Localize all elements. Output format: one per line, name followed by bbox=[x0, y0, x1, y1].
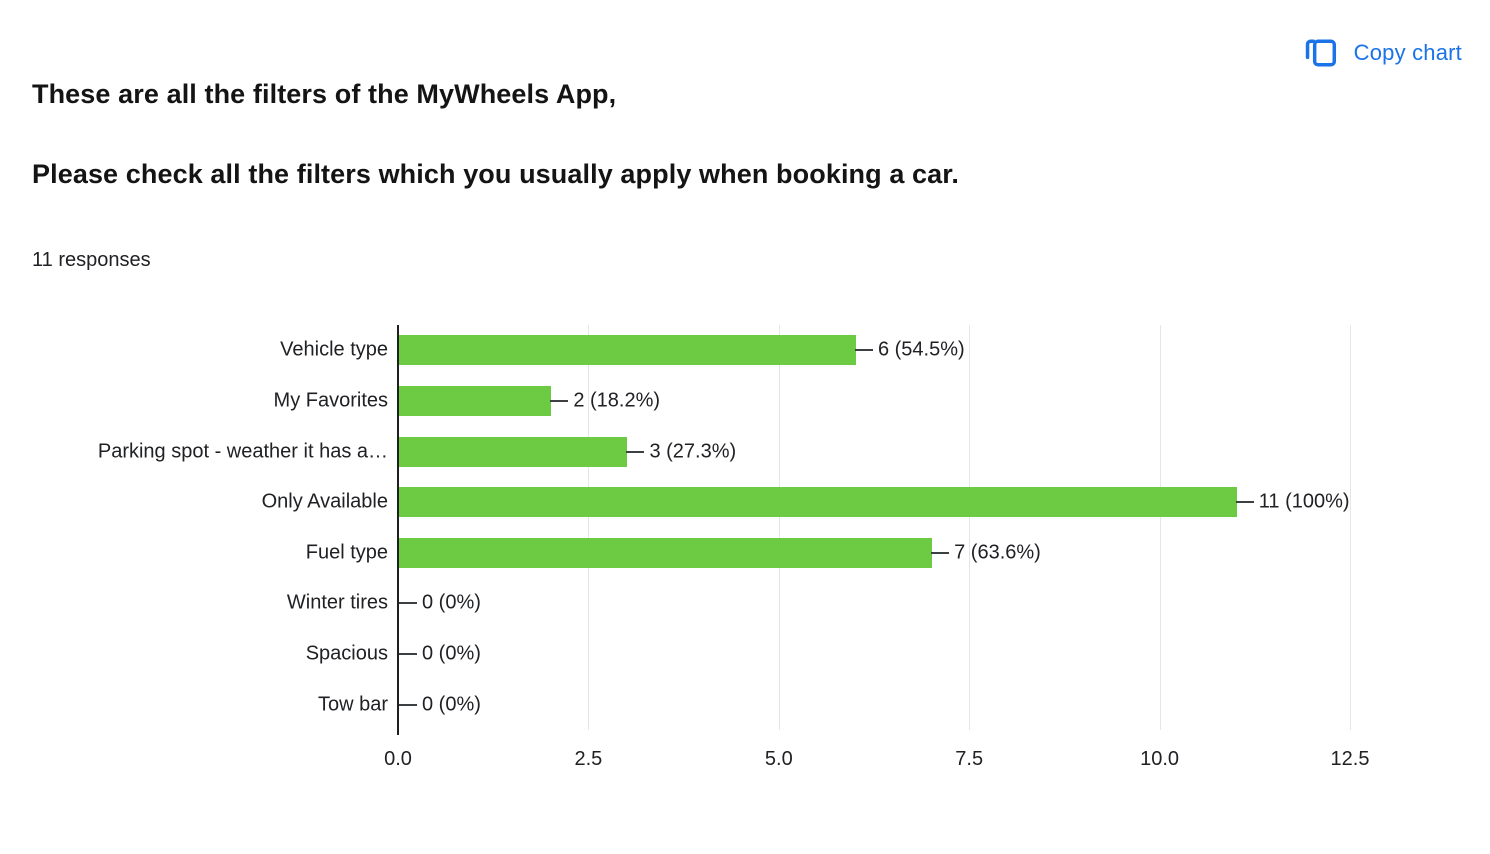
bar[interactable] bbox=[399, 335, 856, 366]
x-axis-tick-label: 10.0 bbox=[1140, 748, 1180, 770]
value-label: 7 (63.6%) bbox=[954, 541, 1041, 564]
y-axis-line bbox=[397, 325, 399, 735]
x-axis-tick-label: 12.5 bbox=[1330, 748, 1370, 770]
value-label: 0 (0%) bbox=[422, 693, 481, 716]
category-label: Tow bar bbox=[317, 693, 388, 716]
x-gridline bbox=[778, 325, 780, 730]
value-label: 2 (18.2%) bbox=[573, 389, 661, 412]
category-label: My Favorites bbox=[273, 389, 388, 412]
category-label: Only Available bbox=[261, 490, 388, 513]
x-gridline bbox=[588, 325, 590, 730]
x-gridline bbox=[1159, 325, 1161, 730]
x-axis: 0.0 2.5 5.0 7.5 10.0 12.5 bbox=[384, 748, 1369, 778]
value-leader-line bbox=[626, 450, 645, 453]
category-label: Winter tires bbox=[286, 591, 388, 614]
category-label: Fuel type bbox=[305, 541, 388, 564]
x-axis-tick-label: 2.5 bbox=[574, 748, 603, 770]
bar[interactable] bbox=[399, 436, 628, 467]
value-leader-line bbox=[399, 703, 417, 706]
value-label: 11 (100%) bbox=[1258, 490, 1350, 513]
value-label: 3 (27.3%) bbox=[649, 440, 737, 463]
value-leader-line bbox=[1235, 501, 1254, 504]
value-leader-line bbox=[854, 349, 873, 352]
x-gridline bbox=[1350, 325, 1351, 730]
bar-chart: Vehicle type My Favorites Parking spot - w… bbox=[0, 300, 1490, 800]
x-axis-tick-label: 5.0 bbox=[764, 748, 793, 770]
category-label: Spacious bbox=[305, 642, 388, 665]
chart-title-line-2: Please check all the filters which you u… bbox=[32, 159, 960, 189]
value-leader-line bbox=[399, 602, 417, 605]
chart-title-line-1: These are all the filters of the MyWheel… bbox=[32, 79, 617, 109]
value-label: 6 (54.5%) bbox=[877, 338, 965, 361]
bar[interactable] bbox=[399, 487, 1237, 518]
value-leader-line bbox=[931, 551, 950, 554]
plot-area: 6 (54.5%) 2 (18.2%) 3 (27.3%) 11 (100%) 7 (6… bbox=[397, 325, 1351, 735]
x-axis-tick-label: 7.5 bbox=[955, 748, 984, 770]
category-labels-column: Vehicle type My Favorites Parking spot - w… bbox=[0, 325, 392, 730]
category-label: Vehicle type bbox=[280, 338, 388, 361]
copy-chart-icon bbox=[1302, 34, 1340, 72]
bar[interactable] bbox=[399, 537, 933, 568]
x-axis-tick-label: 0.0 bbox=[384, 748, 412, 770]
x-gridline bbox=[969, 325, 971, 730]
category-label: Parking spot - weather it has a… bbox=[97, 440, 388, 463]
copy-chart-button[interactable]: Copy chart bbox=[1302, 34, 1462, 72]
copy-chart-label: Copy chart bbox=[1353, 40, 1462, 65]
value-label: 0 (0%) bbox=[422, 591, 481, 614]
value-leader-line bbox=[550, 399, 569, 402]
value-leader-line bbox=[399, 653, 417, 656]
bar[interactable] bbox=[399, 385, 552, 416]
value-label: 0 (0%) bbox=[422, 642, 481, 665]
responses-count: 11 responses bbox=[32, 249, 151, 271]
